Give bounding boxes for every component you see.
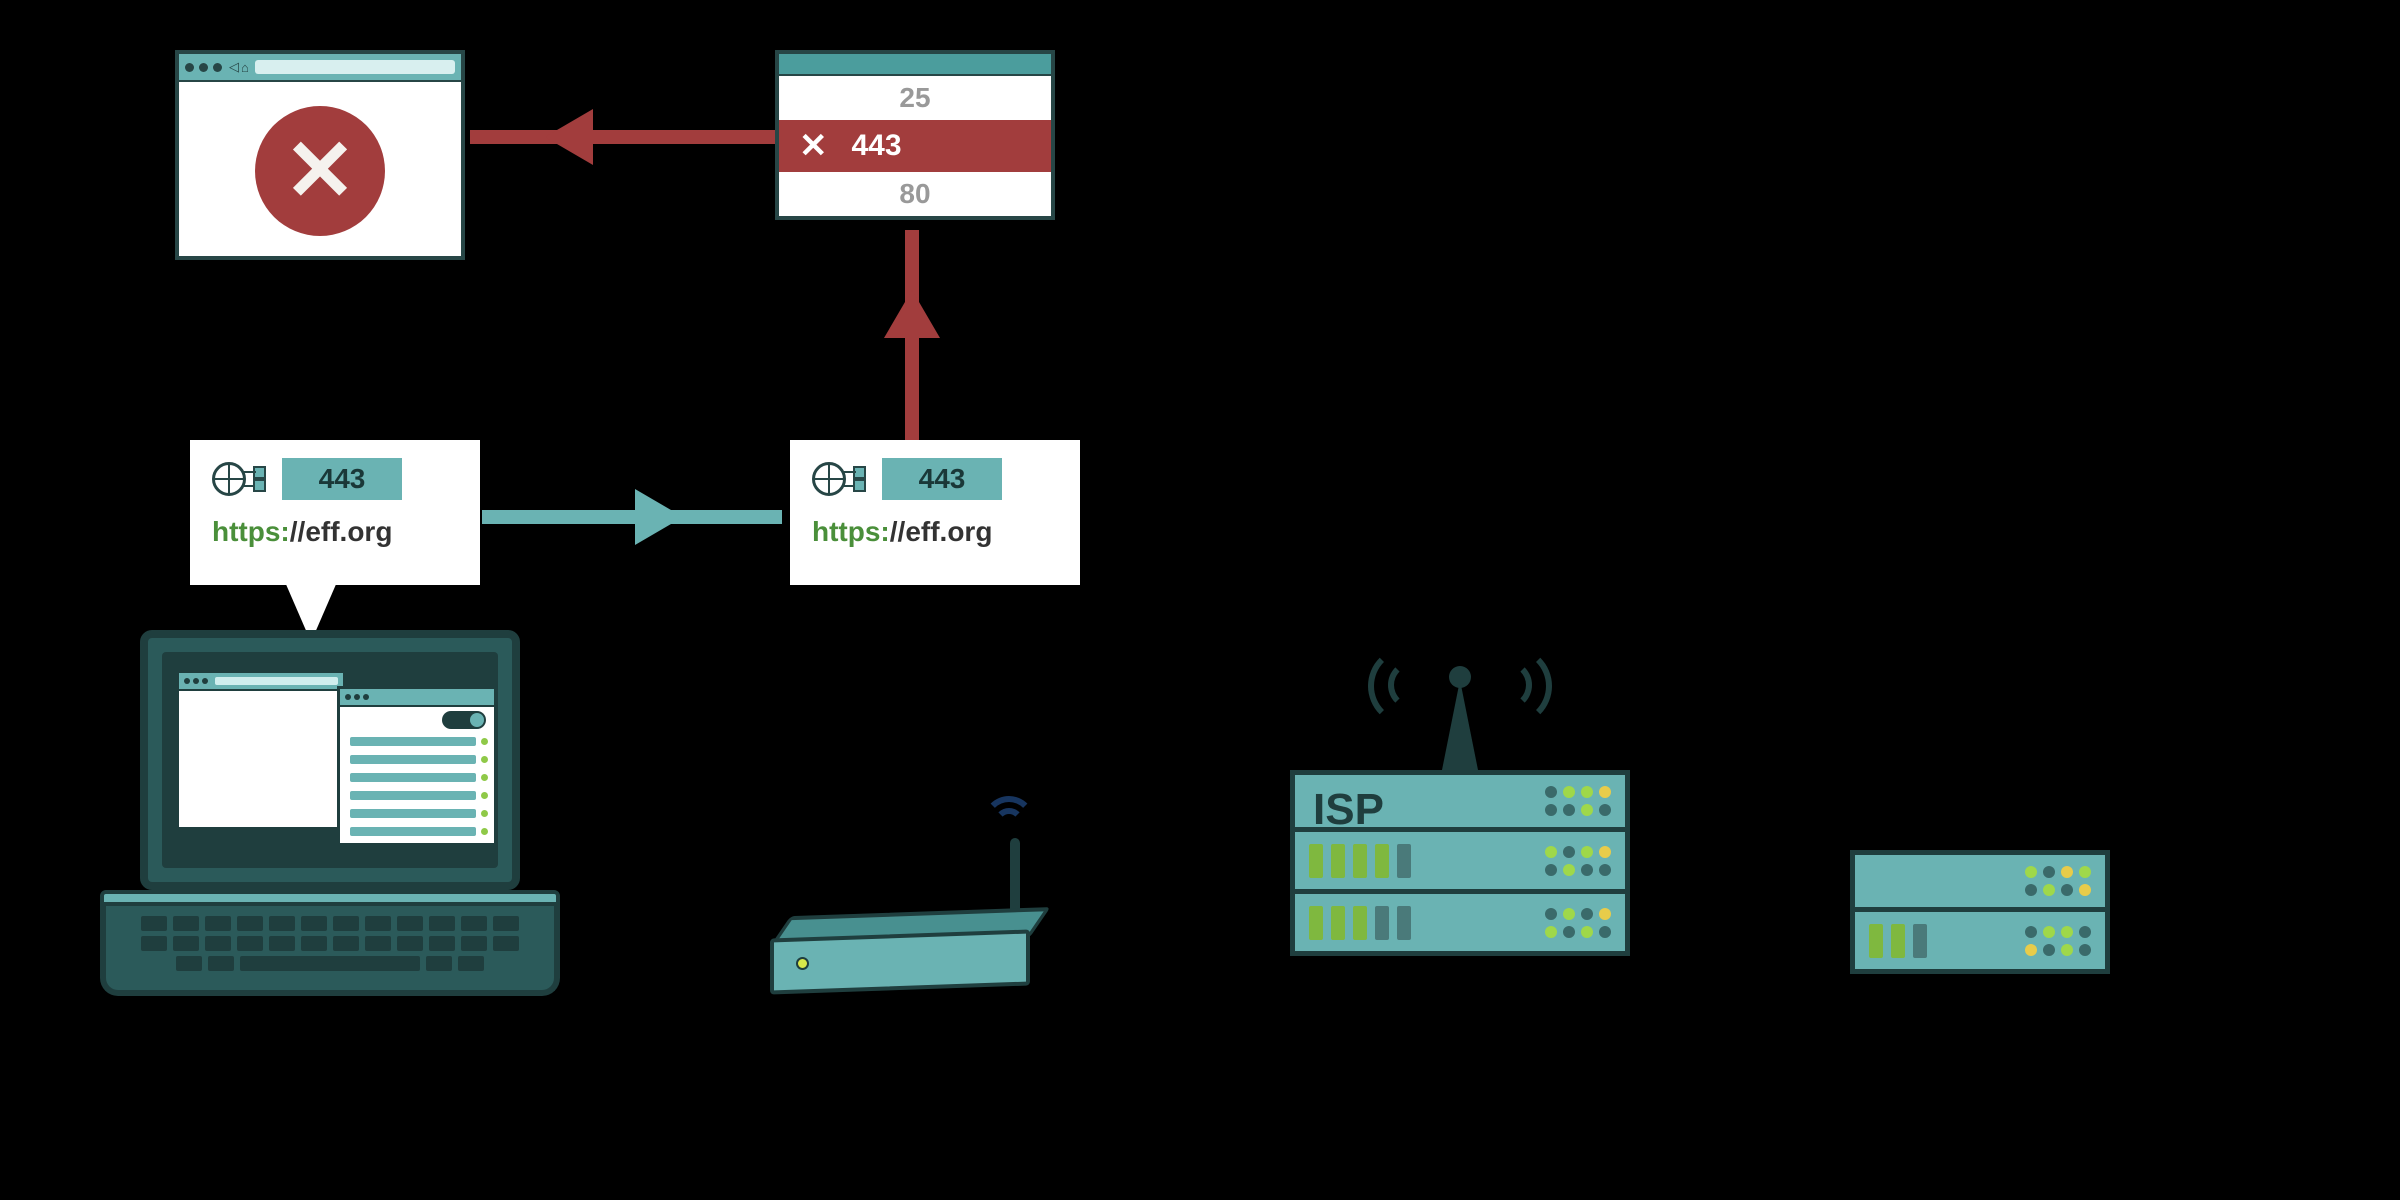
port-row-25: 25: [779, 76, 1051, 120]
remote-server-icon: [1850, 850, 2110, 974]
port-badge: 443: [882, 458, 1002, 500]
url-sep: //: [290, 516, 306, 547]
isp-server-icon: ISP: [1290, 770, 1630, 956]
url-host: eff.org: [905, 516, 992, 547]
x-icon: ✕: [799, 126, 828, 166]
port-filter-box: 25 ✕ 443 80: [775, 50, 1055, 220]
port-443-label: 443: [852, 129, 902, 163]
mini-browser-window: [176, 670, 346, 830]
network-globe-icon: [812, 458, 868, 500]
window-titlebar: ◁ ⌂: [179, 54, 461, 82]
led-icon: [796, 957, 809, 970]
isp-label: ISP: [1313, 785, 1384, 835]
laptop-keyboard: [100, 906, 560, 996]
request-card-laptop: 443 https://eff.org: [190, 440, 480, 585]
home-icon: ⌂: [241, 60, 249, 75]
wifi-icon: [984, 794, 1034, 834]
request-card-router: 443 https://eff.org: [790, 440, 1080, 585]
blocked-icon: [255, 106, 385, 236]
request-url: https://eff.org: [212, 516, 458, 548]
mini-settings-window: [337, 686, 497, 846]
url-scheme: https:: [212, 516, 290, 547]
filter-titlebar: [779, 54, 1051, 76]
url-host: eff.org: [305, 516, 392, 547]
port-row-443-blocked: ✕ 443: [779, 120, 1051, 172]
request-url: https://eff.org: [812, 516, 1058, 548]
port-badge: 443: [282, 458, 402, 500]
laptop-icon: [100, 630, 560, 990]
back-icon: ◁: [229, 59, 239, 75]
network-globe-icon: [212, 458, 268, 500]
blocked-browser-window: ◁ ⌂: [175, 50, 465, 260]
toggle-icon: [442, 711, 486, 729]
url-sep: //: [890, 516, 906, 547]
url-scheme: https:: [812, 516, 890, 547]
port-row-80: 80: [779, 172, 1051, 216]
radio-tower-icon: [1442, 666, 1478, 770]
router-icon: [770, 860, 1070, 990]
